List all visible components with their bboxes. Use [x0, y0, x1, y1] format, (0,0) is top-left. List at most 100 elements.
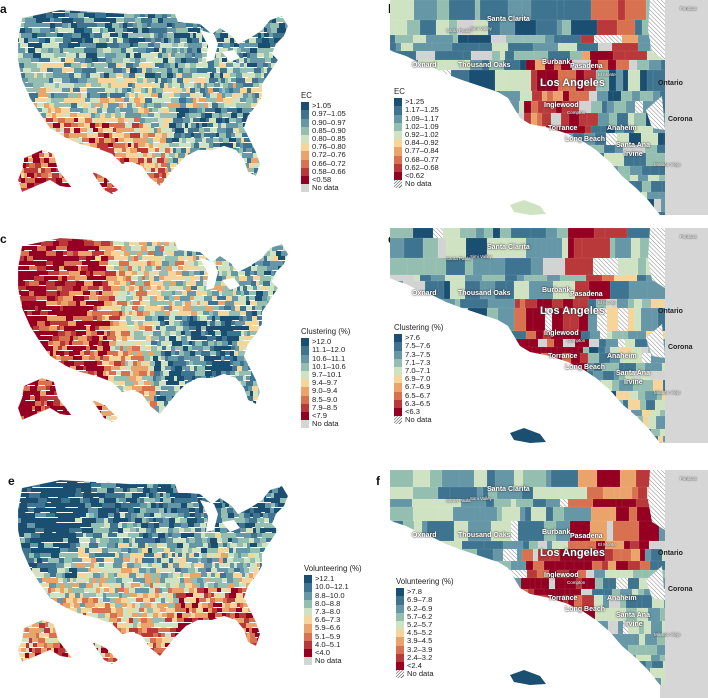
legend-item: 8.8–10.0 — [304, 591, 362, 600]
legend-label: 6.9–7.0 — [405, 374, 431, 384]
no-data-swatch — [301, 420, 309, 429]
panel-b-la-ec-map: b EC>1.251.17–1.251.09–1.171.02–1.090.92… — [388, 0, 708, 225]
legend-label: 0.90–0.97 — [312, 117, 346, 127]
legend-item: 7.5–7.6 — [394, 342, 443, 351]
legend-label: 4.5–5.2 — [407, 628, 433, 638]
legend-item: 5.2–5.7 — [396, 620, 454, 630]
color-swatch — [396, 653, 404, 662]
legend-item-no-data: No data — [304, 656, 362, 666]
legend-item-no-data: No data — [301, 419, 350, 429]
color-swatch — [301, 175, 309, 185]
city-label-compton: Compton — [567, 338, 586, 343]
legend-item-no-data: No data — [396, 669, 454, 679]
legend-item: 1.02–1.09 — [394, 121, 439, 131]
no-data-swatch — [396, 670, 404, 679]
legend-label: 6.2–6.9 — [407, 603, 433, 613]
legend-item: 0.66–0.72 — [301, 158, 346, 168]
legend-label: 0.66–0.72 — [312, 158, 346, 168]
color-swatch — [396, 637, 404, 646]
color-swatch — [304, 575, 312, 584]
color-swatch — [394, 366, 402, 376]
legend-label: 7.9–8.5 — [312, 402, 338, 412]
city-label-simi-valley: Simi Valley — [470, 26, 492, 31]
color-swatch — [304, 624, 312, 633]
city-label-irvine: Irvine — [624, 151, 643, 158]
city-label-santa-paula: Santa Paula — [446, 498, 471, 503]
legend-label: 7.3–8.0 — [315, 606, 341, 616]
legend-label: 11.1–12.0 — [312, 345, 346, 355]
legend-label: 2.4–3.2 — [407, 652, 433, 662]
color-swatch — [396, 645, 404, 654]
legend: Volunteering (%) >12.1 10.0–12.1 8.8–10.0 8.… — [304, 564, 362, 666]
color-swatch — [396, 620, 404, 630]
color-swatch — [304, 583, 312, 592]
city-label-los-angeles: Los Angeles — [540, 305, 605, 317]
legend-title: Clustering (%) — [394, 323, 444, 332]
los-angeles-choropleth-map — [390, 0, 708, 215]
city-label-irvine: Irvine — [624, 621, 643, 628]
legend-item: 11.1–12.0 — [301, 345, 350, 355]
color-swatch — [394, 358, 402, 367]
legend-item-no-data: No data — [394, 179, 439, 189]
los-angeles-choropleth-map — [390, 228, 708, 443]
legend-label: 10.0–12.1 — [315, 582, 349, 592]
color-swatch — [304, 591, 312, 600]
no-data-swatch — [394, 416, 402, 425]
legend-label: >12.0 — [312, 337, 332, 347]
legend-item: 6.9–7.0 — [394, 374, 443, 384]
color-swatch — [396, 604, 404, 613]
color-swatch — [394, 171, 402, 181]
legend-item: 10.1–10.6 — [301, 362, 350, 371]
city-label-oxnard: Oxnard — [412, 62, 437, 69]
city-label-thousand-oaks: Thousand Oaks — [458, 62, 511, 69]
legend-item: >12.0 — [301, 337, 350, 347]
color-swatch — [394, 98, 402, 107]
legend-label: >12.1 — [315, 574, 335, 584]
legend-label: 1.17–1.25 — [405, 105, 439, 115]
legend: Clustering (%) >7.6 7.5–7.6 7.3–7.5 7.1–7.3 7… — [394, 323, 444, 425]
city-label-ontario: Ontario — [658, 80, 683, 87]
legend-label: 6.9–7.8 — [407, 595, 433, 605]
color-swatch — [301, 167, 309, 176]
legend-item: 0.85–0.90 — [301, 126, 346, 135]
legend-item: 1.09–1.17 — [394, 114, 439, 123]
legend-item: <2.4 — [396, 661, 454, 671]
legend-title: EC — [394, 87, 405, 96]
city-label-corona: Corona — [668, 586, 693, 593]
legend-item: 0.80–0.85 — [301, 134, 346, 144]
legend-label: 3.9–4.5 — [407, 636, 433, 646]
legend-item: 6.2–6.9 — [396, 603, 454, 613]
legend-item: 5.1–5.9 — [304, 632, 362, 641]
color-swatch — [301, 110, 309, 119]
city-label-thousand-oaks: Thousand Oaks — [458, 532, 511, 539]
legend: Clustering (%) >12.0 11.1–12.0 10.6–11.1 10.… — [301, 327, 350, 429]
legend-item: 4.5–5.2 — [396, 628, 454, 638]
city-label-long-beach: Long Beach — [565, 364, 606, 371]
city-label-los-angeles: Los Angeles — [540, 77, 605, 89]
city-label-pasadena: Pasadena — [570, 63, 603, 70]
legend-label: 1.02–1.09 — [405, 121, 439, 131]
panel-label: e — [8, 474, 15, 488]
color-swatch — [301, 354, 309, 363]
panel-a-us-ec-map: a EC >1.05 0.97–1.05 0.90–0.97 0.85–0.90 0.80… — [0, 0, 385, 225]
legend-label: 0.76–0.80 — [312, 142, 346, 152]
legend-label: 0.97–1.05 — [312, 109, 346, 119]
color-swatch — [304, 648, 312, 658]
legend-item: 9.0–9.4 — [301, 386, 350, 396]
color-swatch — [396, 588, 404, 597]
color-swatch — [301, 411, 309, 421]
legend-label: 9.0–9.4 — [312, 386, 338, 396]
legend-item: 0.90–0.97 — [301, 117, 346, 127]
legend-item: 9.4–9.7 — [301, 378, 350, 388]
legend-label: >7.8 — [407, 587, 422, 597]
color-swatch — [394, 407, 402, 417]
color-swatch — [301, 143, 309, 152]
legend-item: <6.3 — [394, 407, 443, 417]
legend-label: <7.9 — [312, 410, 327, 420]
city-label-inglewood: Inglewood — [544, 102, 579, 109]
city-label-anaheim: Anaheim — [607, 125, 637, 132]
color-swatch — [304, 607, 312, 617]
city-label-mission-viejo: Mission Viejo — [654, 162, 681, 167]
legend-item: 7.3–8.0 — [304, 606, 362, 617]
panel-f-la-volunteering-map: f Volunteering (%) >7.8 6.9–7.8 6.2–6.9 5.7–… — [376, 470, 708, 698]
